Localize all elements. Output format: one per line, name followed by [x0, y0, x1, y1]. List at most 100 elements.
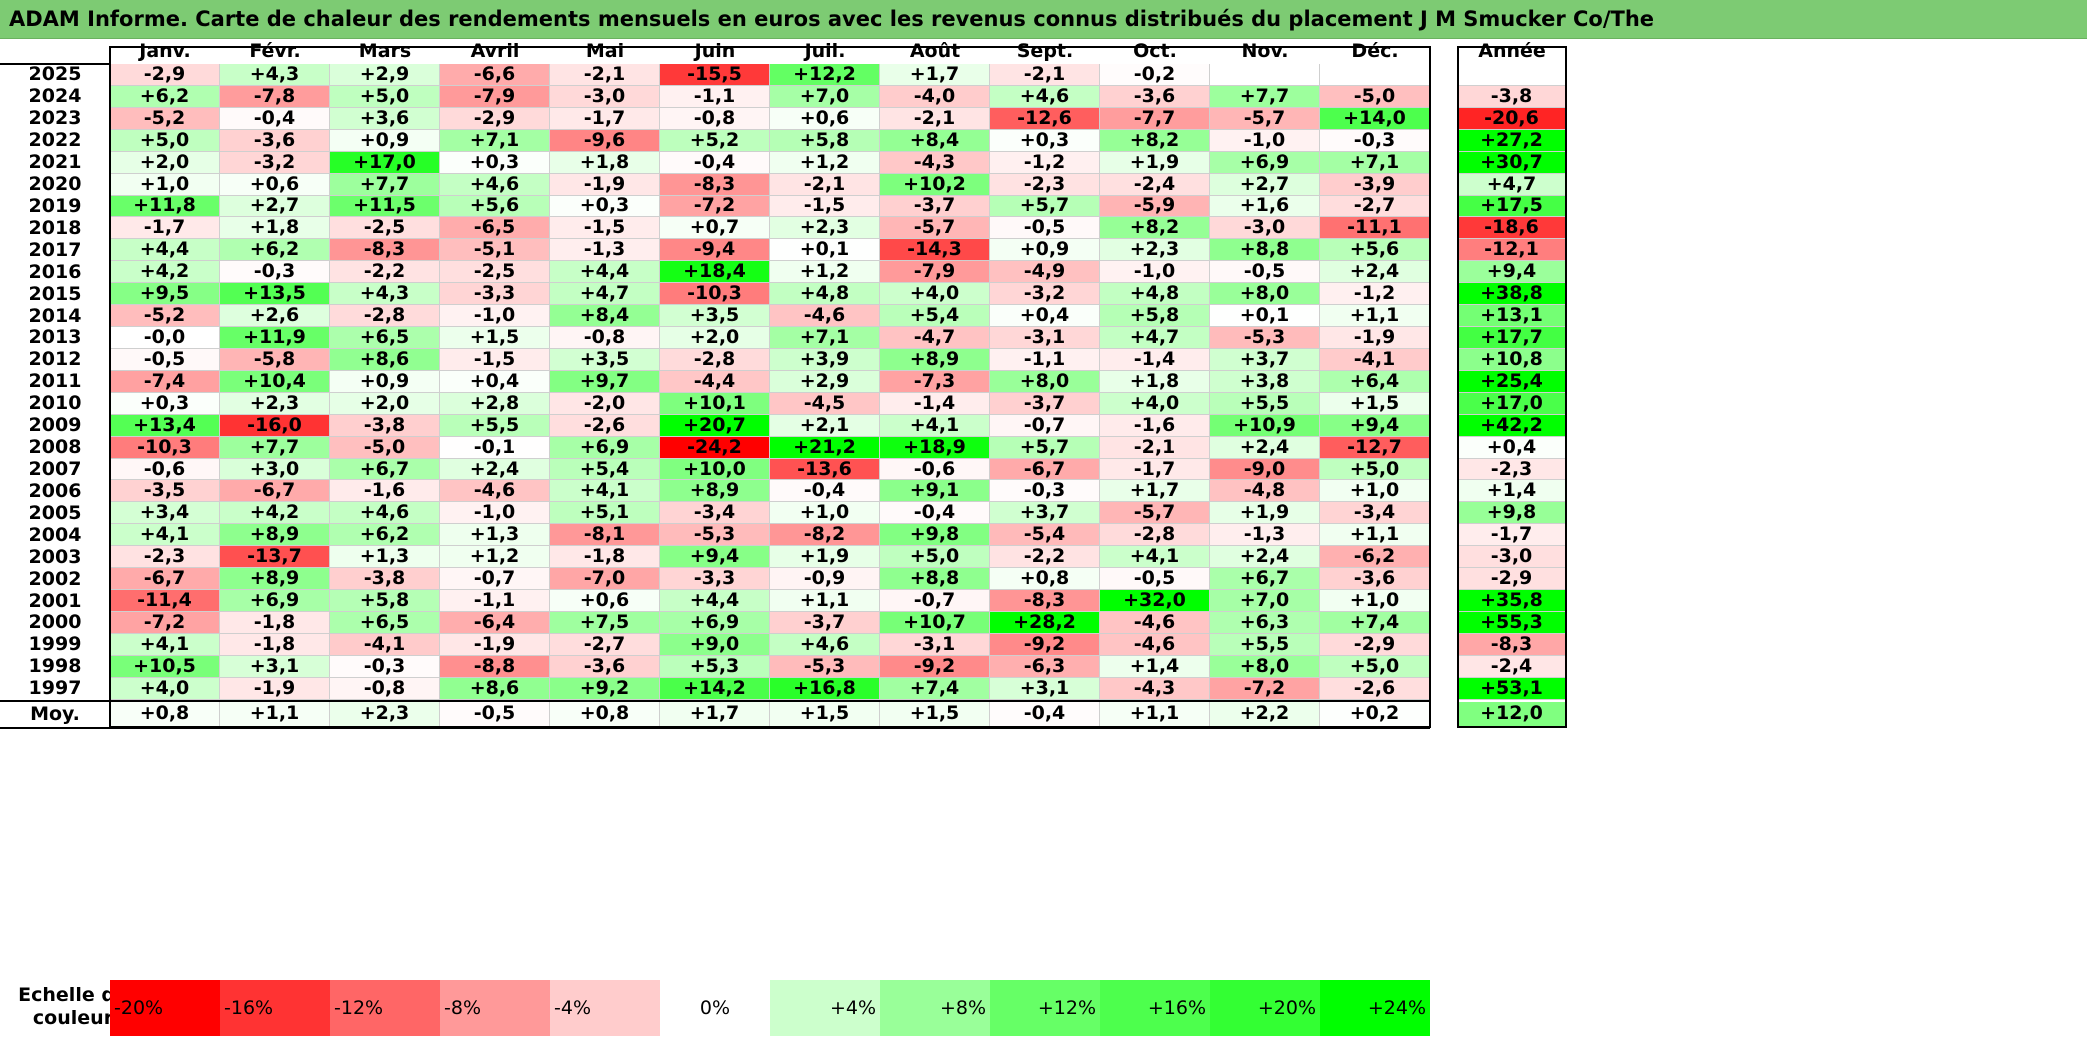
- heatmap-cell: -1,5: [770, 195, 880, 218]
- heatmap-cell: +4,6: [770, 633, 880, 656]
- heatmap-cell: +2,3: [770, 217, 880, 240]
- heatmap-cell: +1,0: [1320, 480, 1430, 503]
- heatmap-cell: +6,4: [1320, 370, 1430, 393]
- heatmap-cell: +1,5: [1320, 392, 1430, 415]
- year-label: 1997: [28, 677, 82, 700]
- heatmap-cell: +7,1: [1320, 151, 1430, 174]
- heatmap-cell: +1,8: [220, 217, 330, 240]
- year-label: 2008: [28, 436, 82, 459]
- heatmap-cell: -5,3: [1210, 327, 1320, 349]
- heatmap-cell: +32,0: [1100, 590, 1210, 612]
- heatmap-cell: -2,5: [440, 261, 550, 284]
- heatmap-cell: -7,2: [110, 612, 220, 634]
- heatmap-cell: +9,2: [550, 677, 660, 700]
- year-label: 2018: [28, 216, 82, 239]
- heatmap-cell: +2,0: [330, 392, 440, 415]
- heatmap-cell: -1,3: [550, 239, 660, 262]
- heatmap-cell: +2,7: [220, 195, 330, 218]
- heatmap-cell: +4,3: [220, 64, 330, 86]
- annual-cell: +4,7: [1458, 173, 1566, 196]
- month-header: Mai: [585, 39, 625, 62]
- heatmap-cell: +13,4: [110, 414, 220, 437]
- heatmap-cell: +4,8: [1100, 283, 1210, 306]
- heatmap-cell: -2,5: [330, 217, 440, 240]
- heatmap-cell: -1,7: [110, 217, 220, 240]
- heatmap-cell: -0,3: [330, 655, 440, 678]
- heatmap-cell: +0,1: [770, 239, 880, 262]
- heatmap-cell: +1,9: [1100, 151, 1210, 174]
- heatmap-cell: -12,6: [990, 107, 1100, 130]
- year-label: 2012: [28, 348, 82, 371]
- annual-cell: +25,4: [1458, 370, 1566, 393]
- heatmap-cell: -0,4: [770, 480, 880, 503]
- annual-cell: +30,7: [1458, 151, 1566, 174]
- heatmap-cell: -1,6: [330, 480, 440, 503]
- heatmap-cell: -2,9: [110, 64, 220, 86]
- heatmap-cell: -7,3: [880, 370, 990, 393]
- heatmap-cell: -4,9: [990, 261, 1100, 284]
- heatmap-cell: -1,9: [440, 633, 550, 656]
- heatmap-cell: +4,7: [550, 283, 660, 306]
- heatmap-cell: +0,9: [330, 129, 440, 152]
- heatmap-cell: +5,8: [330, 590, 440, 612]
- month-header: Juil.: [804, 39, 846, 62]
- bottom-rule: [0, 726, 1430, 729]
- annual-cell: -2,3: [1458, 458, 1566, 481]
- heatmap-cell: +20,7: [660, 414, 770, 437]
- heatmap-cell: -3,8: [330, 414, 440, 437]
- year-label: 2015: [28, 282, 82, 305]
- heatmap-cell: -1,2: [1320, 283, 1430, 306]
- year-label: 2014: [28, 304, 82, 327]
- heatmap-cell: -3,5: [110, 480, 220, 503]
- heatmap-cell: +5,8: [770, 129, 880, 152]
- heatmap-cell: -1,6: [1100, 414, 1210, 437]
- average-separator: [0, 699, 1430, 702]
- annual-cell: +17,0: [1458, 392, 1566, 415]
- heatmap-cell: -1,9: [220, 677, 330, 700]
- heatmap-cell: +8,9: [220, 568, 330, 591]
- heatmap-cell: +4,0: [110, 677, 220, 700]
- annual-header: Année: [1478, 39, 1546, 62]
- average-cell: +1,5: [880, 701, 990, 727]
- color-scale-swatch: +24%: [1320, 980, 1430, 1036]
- heatmap-cell: +4,0: [1100, 392, 1210, 415]
- heatmap-cell: -7,7: [1100, 107, 1210, 130]
- heatmap-cell: -3,2: [220, 151, 330, 174]
- heatmap-cell: -5,4: [990, 524, 1100, 547]
- year-label: 2013: [28, 326, 82, 349]
- annual-cell: -3,8: [1458, 85, 1566, 108]
- heatmap-cell: +0,6: [550, 590, 660, 612]
- heatmap-cell: -3,3: [660, 568, 770, 591]
- heatmap-cell: +5,6: [440, 195, 550, 218]
- heatmap-cell: +0,6: [770, 107, 880, 130]
- heatmap-cell: +4,4: [660, 590, 770, 612]
- heatmap-cell: +4,7: [1100, 327, 1210, 349]
- month-header: Déc.: [1351, 39, 1399, 62]
- heatmap-cell: +4,2: [110, 261, 220, 284]
- month-header: Août: [909, 39, 961, 62]
- heatmap-cell: +3,9: [770, 348, 880, 371]
- heatmap-cell: -3,6: [1320, 568, 1430, 591]
- heatmap-cell: +2,3: [220, 392, 330, 415]
- heatmap-cell: -4,1: [1320, 348, 1430, 371]
- heatmap-cell: -5,1: [440, 239, 550, 262]
- heatmap-cell: +7,7: [220, 436, 330, 459]
- heatmap-cell: +0,9: [330, 370, 440, 393]
- heatmap-cell: +5,5: [1210, 392, 1320, 415]
- heatmap-cell: -2,9: [440, 107, 550, 130]
- annual-cell: -1,7: [1458, 524, 1566, 547]
- heatmap-cell: -0,8: [550, 327, 660, 349]
- heatmap-cell: [1320, 64, 1430, 86]
- heatmap-cell: -6,5: [440, 217, 550, 240]
- heatmap-cell: -4,5: [770, 392, 880, 415]
- heatmap-cell: +5,6: [1320, 239, 1430, 262]
- heatmap-cell: -5,8: [220, 348, 330, 371]
- heatmap-cell: -8,3: [990, 590, 1100, 612]
- heatmap-cell: +8,2: [1100, 129, 1210, 152]
- heatmap-cell: -5,0: [1320, 85, 1430, 108]
- heatmap-cell: -8,3: [330, 239, 440, 262]
- heatmap-cell: -1,5: [440, 348, 550, 371]
- heatmap-cell: -1,0: [440, 502, 550, 525]
- heatmap-cell: -8,1: [550, 524, 660, 547]
- heatmap-cell: +6,2: [220, 239, 330, 262]
